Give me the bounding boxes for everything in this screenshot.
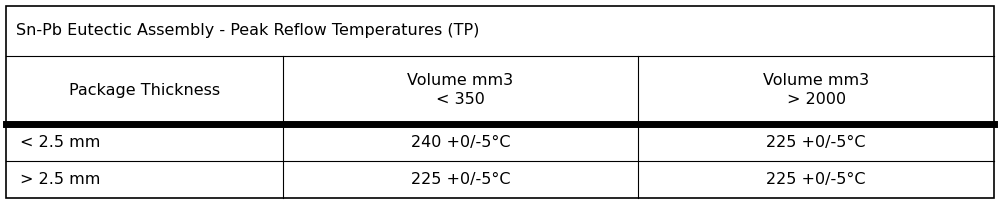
Text: Sn-Pb Eutectic Assembly - Peak Reflow Temperatures (TP): Sn-Pb Eutectic Assembly - Peak Reflow Te… xyxy=(16,23,479,39)
Text: > 2.5 mm: > 2.5 mm xyxy=(20,172,100,187)
Text: 240 +0/-5°C: 240 +0/-5°C xyxy=(411,135,510,150)
Text: 225 +0/-5°C: 225 +0/-5°C xyxy=(766,135,866,150)
Text: Volume mm3
< 350: Volume mm3 < 350 xyxy=(407,73,514,107)
Text: < 2.5 mm: < 2.5 mm xyxy=(20,135,100,150)
Text: Package Thickness: Package Thickness xyxy=(69,82,220,98)
Text: 225 +0/-5°C: 225 +0/-5°C xyxy=(766,172,866,187)
Text: 225 +0/-5°C: 225 +0/-5°C xyxy=(411,172,510,187)
Text: Volume mm3
> 2000: Volume mm3 > 2000 xyxy=(763,73,869,107)
